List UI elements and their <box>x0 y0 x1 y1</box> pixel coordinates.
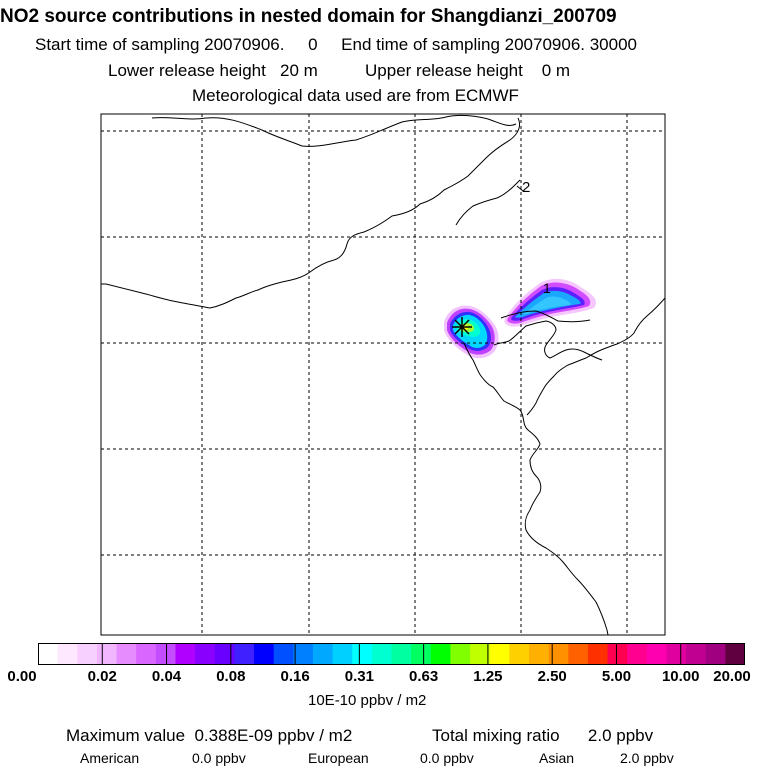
met-data-line: Meteorological data used are from ECMWF <box>192 86 519 105</box>
color-scale-tick-label: 0.31 <box>344 668 374 685</box>
color-scale-swatch <box>332 643 353 665</box>
color-scale-bar <box>38 643 745 665</box>
region-asian-label: Asian <box>539 750 575 766</box>
color-scale-swatch <box>195 643 216 665</box>
color-scale-tick-label: 0.63 <box>409 668 439 685</box>
color-scale-tick-label: 0.16 <box>280 668 310 685</box>
color-scale-swatch <box>312 643 334 665</box>
color-scale-swatch <box>96 643 118 665</box>
color-scale-swatch <box>470 643 491 665</box>
color-scale-tick-label: 0.04 <box>151 668 182 685</box>
region-american-value: 0.0 ppbv <box>192 750 246 766</box>
region-european-label: European <box>308 750 369 766</box>
color-scale-swatch <box>38 643 59 665</box>
color-scale-swatch <box>607 643 628 665</box>
color-scale-swatch <box>686 643 707 665</box>
color-scale-swatch <box>352 643 373 665</box>
color-scale-tick-label: 10.00 <box>661 668 700 685</box>
color-scale-unit: 10E-10 ppbv / m2 <box>308 692 427 709</box>
star-marker <box>452 317 472 337</box>
color-scale-tick-label: 5.00 <box>601 668 632 685</box>
map-label-1: 1 <box>543 280 551 296</box>
color-scale-swatch <box>528 643 550 665</box>
color-scale-swatch <box>587 643 609 665</box>
color-scale-swatch <box>273 643 294 665</box>
total-mixing-ratio-text: Total mixing ratio 2.0 ppbv <box>432 726 654 745</box>
color-scale-swatch <box>705 643 726 665</box>
color-scale-tick-label: 2.50 <box>537 668 567 685</box>
color-scale-swatch <box>489 643 510 665</box>
color-scale-swatch <box>293 643 314 665</box>
color-scale-swatch <box>77 643 98 665</box>
color-scale-swatch <box>254 643 275 665</box>
chart-title: NO2 source contributions in nested domai… <box>0 6 617 27</box>
release-height-line: Lower release height 20 m Upper release … <box>108 61 571 80</box>
color-scale-swatch <box>411 643 432 665</box>
color-scale-swatch <box>371 643 393 665</box>
color-scale-swatch <box>116 643 137 665</box>
color-scale-swatch <box>646 643 668 665</box>
color-scale-swatch <box>430 643 452 665</box>
boundary-lines <box>101 115 665 635</box>
color-scale-swatch <box>568 643 589 665</box>
color-scale-swatch <box>57 643 78 665</box>
maximum-value-text: Maximum value 0.388E-09 ppbv / m2 <box>66 726 353 745</box>
color-scale-tick-label: 0.02 <box>87 668 117 685</box>
region-european-value: 0.0 ppbv <box>420 750 474 766</box>
map-label-2: 2 <box>522 179 530 196</box>
color-scale-swatch <box>627 643 648 665</box>
color-scale-tick-label: 0.08 <box>216 668 246 685</box>
color-scale-swatch <box>450 643 471 665</box>
region-asian-value: 2.0 ppbv <box>620 750 674 766</box>
graticule <box>101 114 665 635</box>
color-scale-swatch <box>214 643 235 665</box>
concentration-plume <box>444 278 597 359</box>
color-scale-tick-label: 1.25 <box>473 668 503 685</box>
color-scale-swatch <box>155 643 177 665</box>
color-scale-swatch <box>234 643 255 665</box>
color-scale-tick-label: 0.00 <box>7 668 37 685</box>
region-american-label: American <box>80 750 140 766</box>
color-scale-tick-label: 20.00 <box>713 668 751 685</box>
color-scale-swatch <box>136 643 157 665</box>
sampling-time-line: Start time of sampling 20070906. 0 End t… <box>35 35 637 54</box>
map-frame <box>100 113 666 636</box>
color-scale-swatch <box>391 643 412 665</box>
color-scale-swatch <box>725 643 745 665</box>
color-scale-swatch <box>666 643 687 665</box>
color-scale-swatch <box>509 643 530 665</box>
color-scale-swatch <box>175 643 196 665</box>
color-scale-border <box>38 643 745 665</box>
color-scale-swatch <box>548 643 569 665</box>
